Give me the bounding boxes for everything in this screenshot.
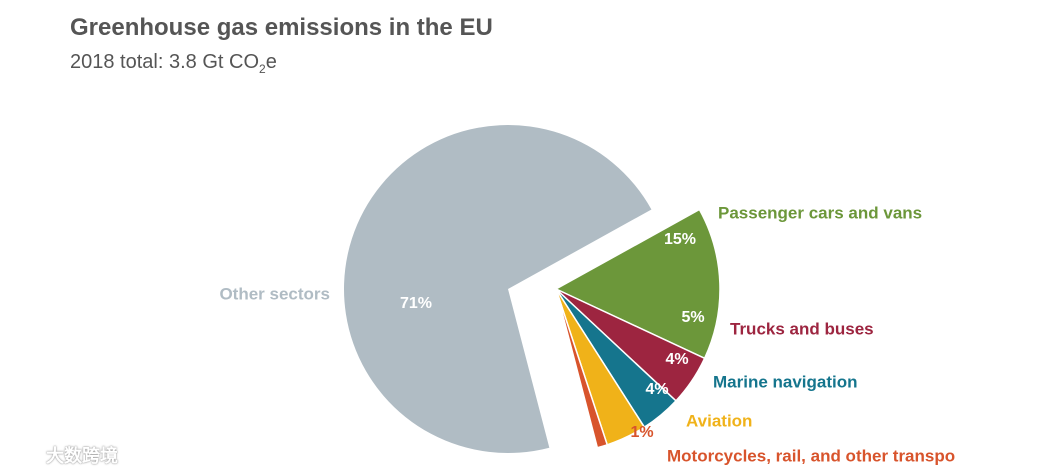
subtitle-suffix: e xyxy=(265,51,277,73)
pie-slice-passenger-cars-and-vans xyxy=(554,208,721,360)
pie-slice-other-sectors xyxy=(344,124,652,453)
pct-label-aviation: 4% xyxy=(645,381,668,398)
pct-label-marine-navigation: 4% xyxy=(665,351,688,368)
category-label-motorcycles-rail-and-other-transpo: Motorcycles, rail, and other transpo xyxy=(667,446,955,465)
chart-subtitle: 2018 total: 3.8 Gt CO2e xyxy=(70,51,277,76)
watermark-text: 大数跨境 xyxy=(46,446,118,466)
category-label-passenger-cars-and-vans: Passenger cars and vans xyxy=(718,203,922,222)
category-label-trucks-and-buses: Trucks and buses xyxy=(730,319,874,338)
category-label-marine-navigation: Marine navigation xyxy=(713,372,858,391)
pct-label-motorcycles-rail-and-other-transpo: 1% xyxy=(630,424,653,441)
pct-label-passenger-cars-and-vans: 15% xyxy=(664,231,696,248)
subtitle-text: 2018 total: 3.8 Gt CO xyxy=(70,51,259,73)
pie-slices xyxy=(344,124,721,453)
category-label-aviation: Aviation xyxy=(686,411,752,430)
pct-label-trucks-and-buses: 5% xyxy=(681,309,704,326)
pie-slice-motorcycles-rail-and-other-transpo xyxy=(555,288,609,449)
chart-title: Greenhouse gas emissions in the EU xyxy=(70,14,493,41)
watermark: 大数跨境 xyxy=(12,442,118,468)
brand-logo-icon xyxy=(13,447,42,463)
pct-label-other-sectors: 71% xyxy=(400,295,432,312)
category-label-other-sectors: Other sectors xyxy=(219,284,330,303)
pie-labels: 15% Passenger cars and vans 5% Trucks and b… xyxy=(219,203,955,465)
subtitle-subscript: 2 xyxy=(259,62,266,76)
